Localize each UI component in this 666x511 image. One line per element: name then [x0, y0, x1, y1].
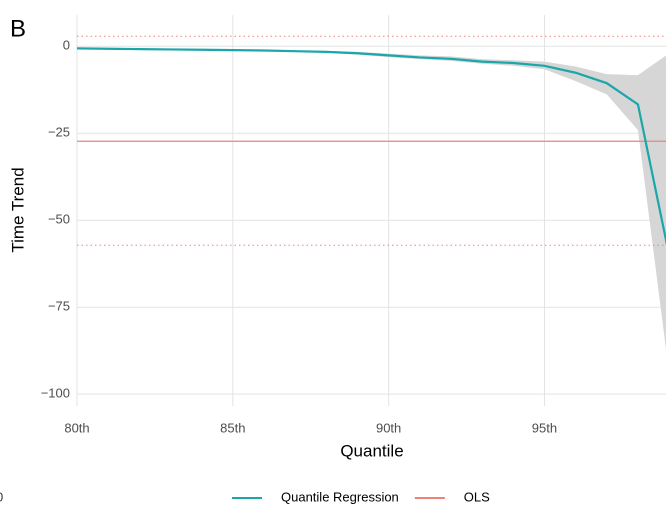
legend: Quantile Regression OLS: [232, 489, 490, 504]
y-tick-label: 0: [63, 38, 70, 53]
x-tick-label: 90th: [376, 420, 401, 435]
corner-text: 0: [0, 489, 3, 504]
confidence-band: [77, 47, 666, 349]
y-tick-label: −75: [48, 299, 70, 314]
x-tick-label: 85th: [220, 420, 245, 435]
x-tick-label: 80th: [64, 420, 89, 435]
y-axis-title: Time Trend: [8, 167, 27, 252]
legend-label: Quantile Regression: [281, 489, 399, 504]
y-tick-label: −25: [48, 125, 70, 140]
y-tick-label: −50: [48, 212, 70, 227]
legend-label: OLS: [464, 489, 490, 504]
plot-area: [77, 35, 666, 349]
x-tick-label: 95th: [532, 420, 557, 435]
x-axis-title: Quantile: [340, 441, 403, 460]
panel-letter: B: [10, 15, 26, 42]
y-tick-label: −100: [41, 386, 70, 401]
grid: [76, 15, 666, 406]
series-line: [77, 47, 666, 246]
